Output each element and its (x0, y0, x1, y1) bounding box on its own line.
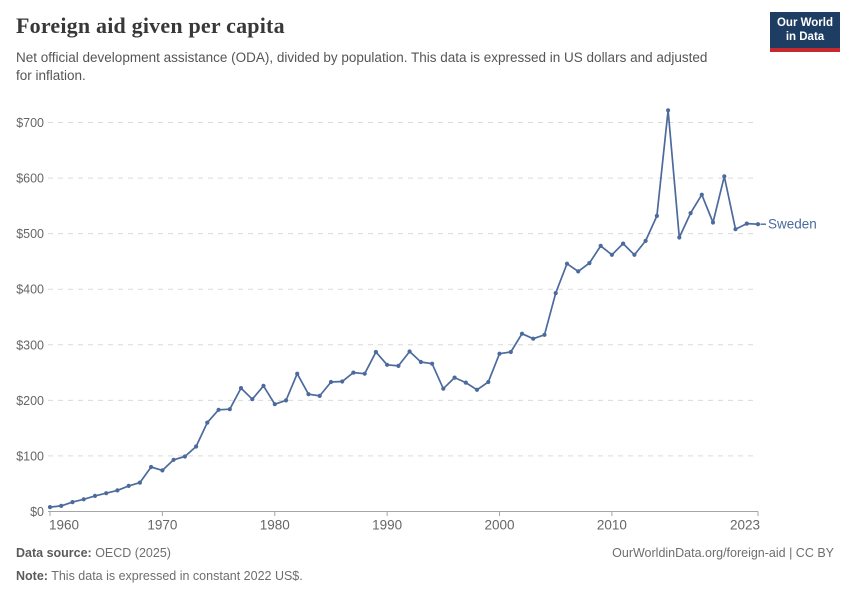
data-point-1961[interactable] (59, 503, 64, 508)
data-point-1978[interactable] (250, 397, 255, 402)
y-tick-label-0: $0 (30, 505, 44, 519)
x-tick-label-1960: 1960 (49, 518, 79, 533)
x-tick-label-1980: 1980 (260, 518, 290, 533)
x-tick-label-2010: 2010 (597, 518, 627, 533)
y-tick-label-300: $300 (16, 338, 44, 352)
data-point-2021[interactable] (733, 227, 738, 232)
entity-label-sweden[interactable]: Sweden (768, 217, 817, 232)
data-point-1963[interactable] (81, 497, 86, 502)
data-point-2003[interactable] (531, 336, 536, 341)
data-point-2002[interactable] (519, 331, 525, 336)
owid-logo[interactable]: Our World in Data (770, 12, 840, 52)
data-point-1967[interactable] (126, 483, 131, 488)
data-point-2019[interactable] (710, 220, 716, 225)
x-tick-label-1990: 1990 (372, 518, 402, 533)
data-point-1987[interactable] (351, 370, 356, 375)
data-point-1992[interactable] (407, 349, 412, 354)
data-point-1960[interactable] (47, 505, 53, 510)
y-tick-label-100: $100 (16, 449, 44, 463)
data-point-1974[interactable] (205, 420, 210, 425)
data-point-1985[interactable] (328, 379, 334, 385)
data-point-2011[interactable] (621, 241, 626, 246)
owid-link[interactable]: OurWorldinData.org/foreign-aid | CC BY (612, 546, 834, 560)
data-point-1962[interactable] (70, 500, 75, 505)
page-title: Foreign aid given per capita (16, 13, 285, 38)
data-point-1986[interactable] (340, 379, 345, 384)
x-tick-label-2000: 2000 (485, 518, 515, 533)
data-point-1982[interactable] (295, 371, 300, 376)
data-point-2006[interactable] (564, 261, 570, 266)
data-point-1983[interactable] (306, 392, 311, 397)
data-point-1998[interactable] (474, 387, 480, 392)
data-point-2009[interactable] (598, 243, 603, 248)
data-point-2016[interactable] (677, 235, 682, 240)
data-point-1964[interactable] (92, 493, 98, 498)
data-point-1994[interactable] (430, 361, 435, 366)
data-point-1973[interactable] (194, 444, 199, 449)
data-point-2017[interactable] (688, 211, 693, 216)
data-point-1984[interactable] (317, 393, 322, 398)
data-point-2008[interactable] (587, 261, 592, 266)
data-point-1996[interactable] (452, 375, 457, 380)
y-tick-label-600: $600 (16, 172, 44, 186)
data-point-2014[interactable] (654, 213, 660, 218)
y-tick-label-500: $500 (16, 227, 44, 241)
y-tick-label-700: $700 (16, 116, 44, 130)
data-source-line: Data source: OECD (2025) (16, 546, 171, 560)
data-source-value: OECD (2025) (91, 546, 171, 560)
data-point-1966[interactable] (115, 488, 120, 493)
data-point-1977[interactable] (238, 386, 244, 391)
data-point-1988[interactable] (362, 371, 367, 376)
note-label: Note: (16, 569, 48, 583)
note-line: Note: This data is expressed in constant… (16, 569, 303, 583)
y-tick-label-400: $400 (16, 283, 44, 297)
data-point-2013[interactable] (643, 238, 648, 243)
x-tick-label-1970: 1970 (147, 518, 177, 533)
data-point-1991[interactable] (396, 363, 401, 368)
data-point-2018[interactable] (699, 192, 704, 197)
data-point-1969[interactable] (149, 464, 154, 470)
data-source-label: Data source: (16, 546, 92, 560)
data-point-2022[interactable] (744, 221, 749, 226)
data-point-2000[interactable] (497, 351, 502, 356)
data-point-2020[interactable] (722, 174, 727, 179)
data-line-sweden[interactable] (49, 109, 759, 508)
data-point-1968[interactable] (137, 480, 142, 485)
data-point-2004[interactable] (542, 332, 547, 337)
data-point-1999[interactable] (486, 379, 491, 385)
data-point-1993[interactable] (418, 359, 423, 365)
data-point-2007[interactable] (576, 269, 581, 274)
note-value: This data is expressed in constant 2022 … (47, 569, 303, 583)
data-point-1979[interactable] (261, 383, 266, 388)
chart-subtitle: Net official development assistance (ODA… (16, 50, 708, 83)
x-tick-label-2023: 2023 (730, 518, 760, 533)
data-point-2001[interactable] (508, 349, 513, 355)
data-point-2010[interactable] (609, 252, 615, 257)
data-point-2012[interactable] (632, 252, 637, 257)
data-point-2005[interactable] (553, 291, 558, 296)
data-point-1995[interactable] (441, 386, 446, 391)
data-point-2023[interactable] (755, 222, 761, 227)
data-point-1972[interactable] (182, 454, 187, 459)
data-point-1970[interactable] (160, 468, 165, 473)
logo-line1: Our World (776, 16, 833, 29)
data-point-1980[interactable] (272, 402, 277, 407)
data-point-1997[interactable] (463, 380, 468, 385)
data-point-1976[interactable] (227, 407, 232, 412)
data-point-1975[interactable] (216, 407, 221, 412)
y-tick-label-200: $200 (16, 394, 44, 408)
data-point-1981[interactable] (283, 398, 289, 403)
logo-line2: in Data (785, 31, 825, 43)
data-point-1990[interactable] (385, 362, 390, 367)
data-point-1971[interactable] (171, 457, 176, 462)
data-point-1989[interactable] (373, 349, 378, 355)
data-point-2015[interactable] (666, 108, 671, 113)
data-point-1965[interactable] (104, 491, 109, 496)
